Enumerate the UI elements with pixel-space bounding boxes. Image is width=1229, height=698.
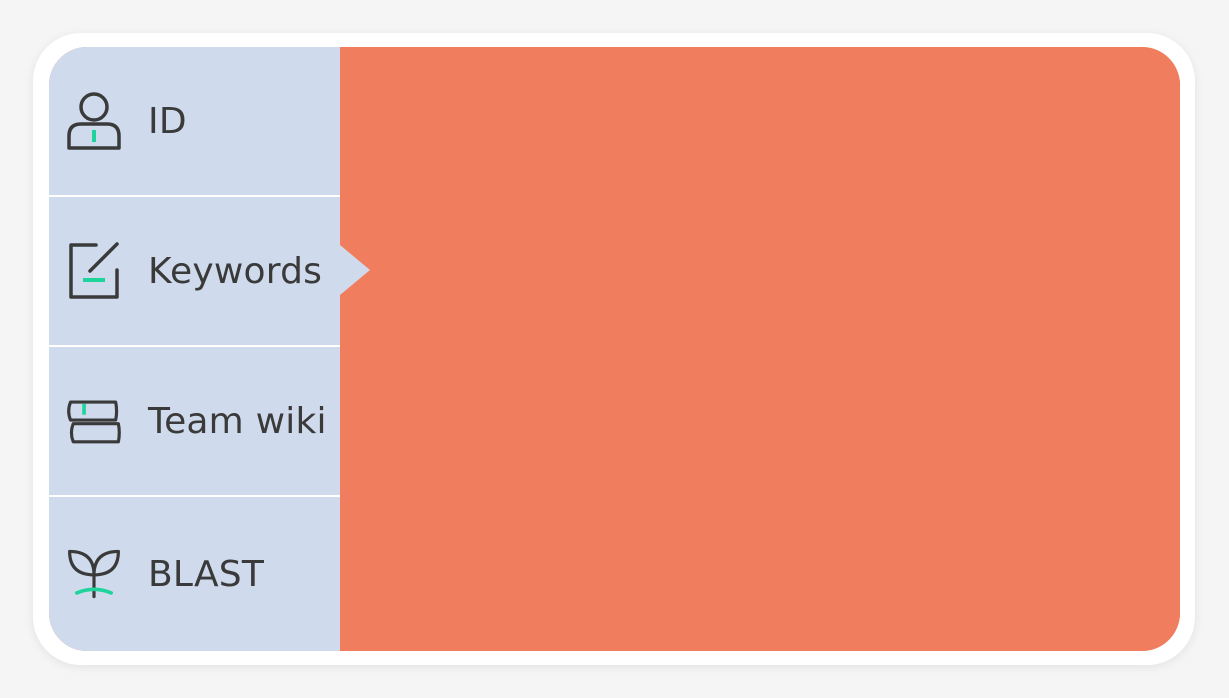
sidebar-item-blast[interactable]: BLAST [49, 497, 340, 651]
divider [49, 345, 340, 347]
user-icon [66, 90, 122, 152]
content-area [340, 47, 1180, 651]
sidebar-nav: ID Keywords Team wiki [49, 47, 340, 651]
divider [49, 495, 340, 497]
sidebar-item-team-wiki[interactable]: Team wiki [49, 347, 340, 495]
books-icon [66, 390, 122, 452]
selection-pointer [340, 245, 370, 295]
sidebar-item-label: BLAST [148, 553, 265, 595]
edit-icon [66, 240, 122, 302]
sidebar-item-label: ID [148, 100, 187, 142]
sprout-icon [66, 543, 122, 605]
sidebar-item-keywords[interactable]: Keywords [49, 197, 340, 345]
main-panel: ID Keywords Team wiki [49, 47, 1180, 651]
sidebar-item-label: Keywords [148, 250, 323, 292]
sidebar-item-id[interactable]: ID [49, 47, 340, 195]
divider [49, 195, 340, 197]
sidebar-item-label: Team wiki [148, 400, 327, 442]
